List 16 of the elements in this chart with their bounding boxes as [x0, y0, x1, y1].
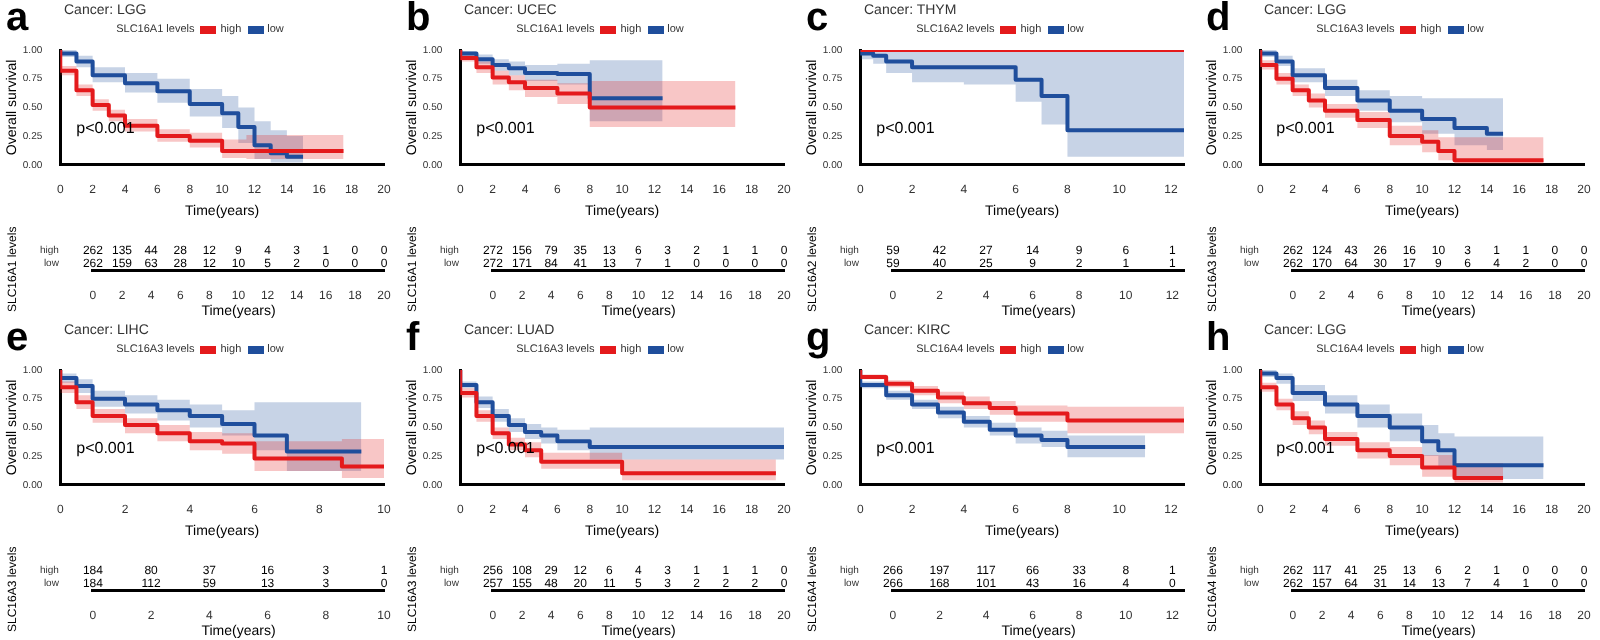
- annotation: p<0.001: [476, 119, 536, 138]
- text: f: [406, 316, 420, 360]
- text: a: [6, 0, 29, 40]
- text: d: [1206, 0, 1231, 40]
- annotation: p<0.001: [476, 439, 536, 458]
- annotation: p<0.001: [76, 119, 136, 138]
- annotation: p<0.001: [876, 119, 936, 138]
- annotation: p<0.001: [1276, 439, 1336, 458]
- text: g: [806, 316, 831, 360]
- annotation: p<0.001: [1276, 119, 1336, 138]
- text: b: [406, 0, 431, 40]
- text: c: [806, 0, 829, 40]
- text: e: [6, 316, 29, 360]
- annotation: p<0.001: [76, 439, 136, 458]
- annotation: p<0.001: [876, 439, 936, 458]
- text: h: [1206, 316, 1231, 360]
